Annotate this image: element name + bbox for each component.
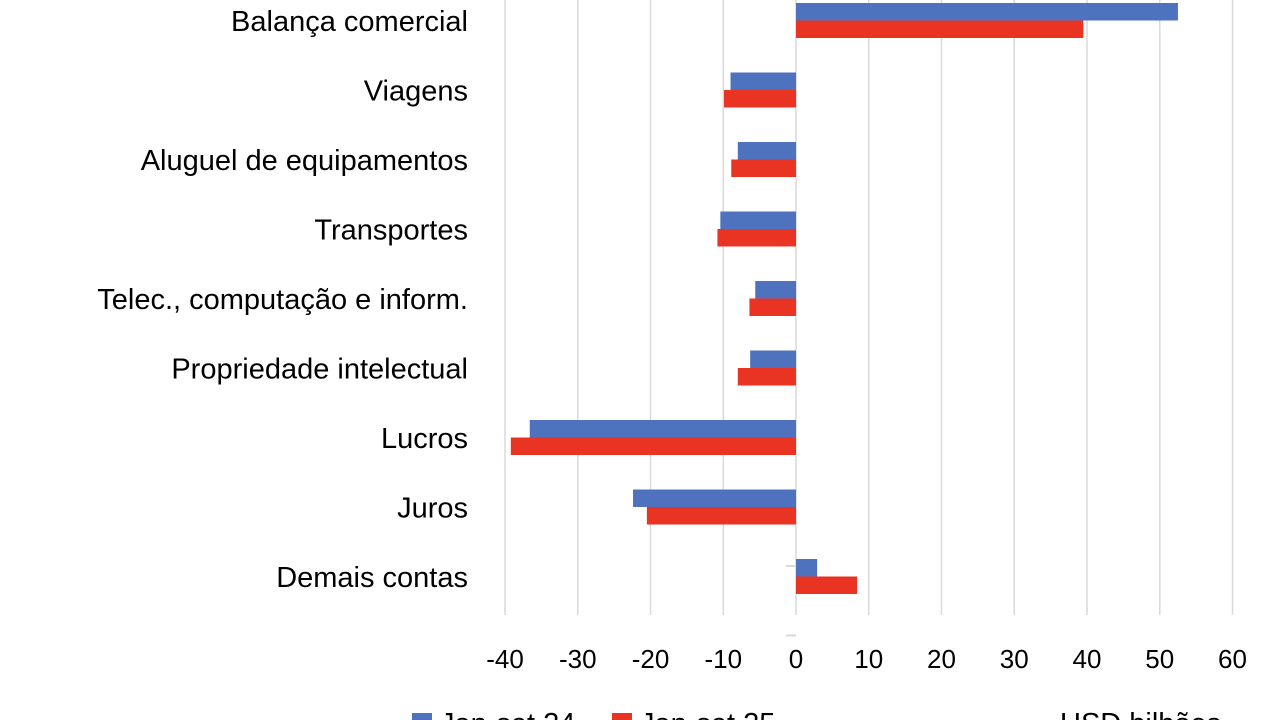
bar-series-2	[796, 576, 858, 594]
category-label: Lucros	[381, 423, 468, 455]
category-label: Telec., computação e inform.	[97, 284, 468, 316]
bar-series-2	[646, 507, 796, 525]
x-tick-label: -40	[486, 644, 524, 674]
bar-series-1	[796, 559, 818, 577]
unit-label: USD bilhões	[1060, 708, 1221, 720]
x-tick-label: 50	[1145, 644, 1174, 674]
x-tick-label: -10	[704, 644, 742, 674]
legend-swatch	[412, 713, 432, 720]
bar-series-1	[750, 350, 796, 368]
x-tick-label: 40	[1073, 644, 1102, 674]
bar-series-1	[730, 72, 796, 90]
x-tick-label: 30	[1000, 644, 1029, 674]
x-tick-label: -30	[559, 644, 597, 674]
x-tick-label: 20	[927, 644, 956, 674]
category-label: Propriedade intelectual	[171, 354, 468, 386]
bar-series-2	[717, 229, 796, 247]
bar-series-2	[749, 298, 796, 316]
legend-label: Jan-set 25	[640, 708, 775, 720]
bar-series-1	[796, 3, 1178, 21]
bar-series-2	[723, 90, 796, 108]
x-tick-label: 0	[789, 644, 803, 674]
bar-series-1	[633, 489, 796, 507]
bar-series-1	[529, 420, 796, 438]
x-tick-label: 10	[854, 644, 883, 674]
legend-swatch	[612, 713, 632, 720]
x-tick-label: 60	[1218, 644, 1247, 674]
category-label: Transportes	[314, 215, 468, 247]
bar-series-1	[737, 142, 796, 160]
bar-series-2	[731, 159, 796, 177]
category-label: Aluguel de equipamentos	[141, 145, 468, 177]
x-tick-label: -20	[632, 644, 670, 674]
category-label: Juros	[397, 493, 468, 525]
category-label: Balança comercial	[231, 6, 468, 38]
bar-series-2	[737, 368, 796, 386]
category-label: Viagens	[364, 76, 468, 108]
legend-label: Jan-set 24	[440, 708, 575, 720]
category-label: Demais contas	[276, 562, 468, 594]
bar-series-1	[720, 211, 796, 229]
bar-series-2	[796, 20, 1084, 38]
bar-series-1	[755, 281, 796, 299]
bar-series-2	[510, 437, 796, 455]
